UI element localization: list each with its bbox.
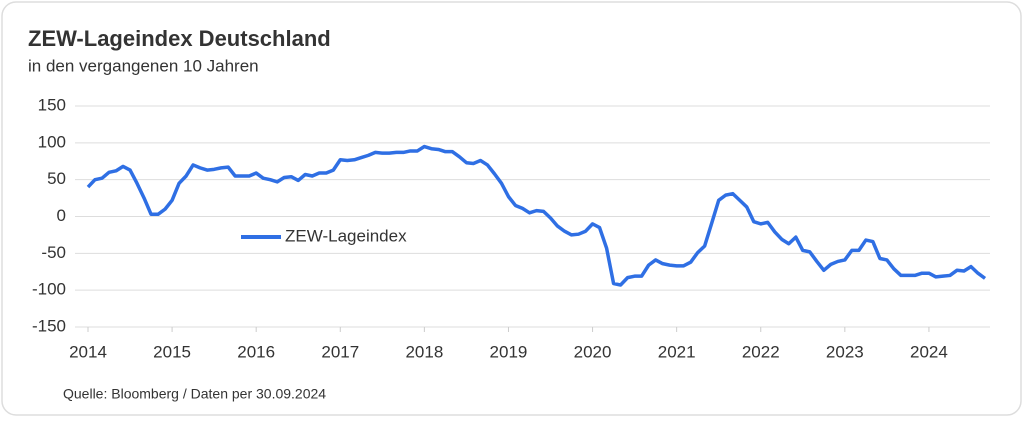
chart-subtitle: in den vergangenen 10 Jahren [28, 56, 259, 75]
y-tick-label: 0 [57, 206, 66, 225]
x-tick-label: 2017 [321, 342, 359, 361]
x-tick-label: 2020 [574, 342, 612, 361]
x-tick-label: 2018 [405, 342, 443, 361]
y-tick-label: -150 [32, 316, 66, 335]
x-tick-label: 2021 [658, 342, 696, 361]
y-tick-label: -50 [41, 243, 66, 262]
y-tick-label: 100 [38, 132, 66, 151]
source-note: Quelle: Bloomberg / Daten per 30.09.2024 [63, 386, 326, 402]
x-tick-label: 2019 [490, 342, 528, 361]
y-tick-label: 150 [38, 95, 66, 114]
chart-title: ZEW-Lageindex Deutschland [28, 26, 331, 51]
data-line [86, 144, 987, 287]
x-tick-label: 2015 [153, 342, 191, 361]
x-tick-label: 2014 [69, 342, 107, 361]
x-tick-label: 2022 [742, 342, 780, 361]
y-tick-label: -100 [32, 280, 66, 299]
y-tick-label: 50 [47, 169, 66, 188]
x-tick-label: 2023 [826, 342, 864, 361]
x-tick-label: 2016 [237, 342, 275, 361]
legend-label: ZEW-Lageindex [285, 226, 407, 245]
x-tick-label: 2024 [910, 342, 948, 361]
card [1, 1, 1022, 416]
